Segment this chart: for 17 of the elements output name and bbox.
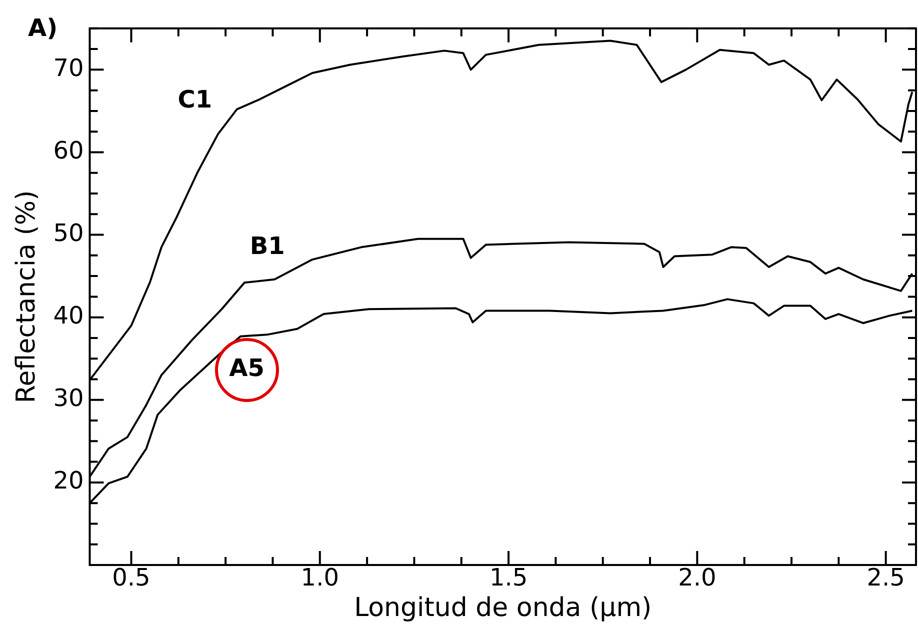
series-label: C1: [178, 86, 212, 114]
y-tick-label: 40: [53, 302, 84, 330]
y-tick-label: 20: [53, 466, 84, 495]
y-tick-label: 50: [53, 219, 84, 248]
x-axis-title: Longitud de onda (µm): [354, 593, 652, 624]
x-tick-label: 2.5: [866, 564, 905, 592]
x-tick-label: 2.0: [678, 564, 716, 592]
y-axis-title: Reflectancia (%): [11, 190, 42, 404]
series-label: A5: [229, 354, 264, 382]
y-tick-label: 30: [53, 384, 84, 412]
text: A): [28, 14, 58, 42]
x-tick-label: 0.5: [112, 564, 150, 592]
series-label: B1: [250, 232, 285, 260]
x-tick-label: 1.5: [489, 564, 528, 592]
y-tick-label: 70: [53, 54, 84, 82]
y-tick-label: 60: [53, 136, 84, 164]
x-tick-label: 1.0: [300, 564, 339, 592]
